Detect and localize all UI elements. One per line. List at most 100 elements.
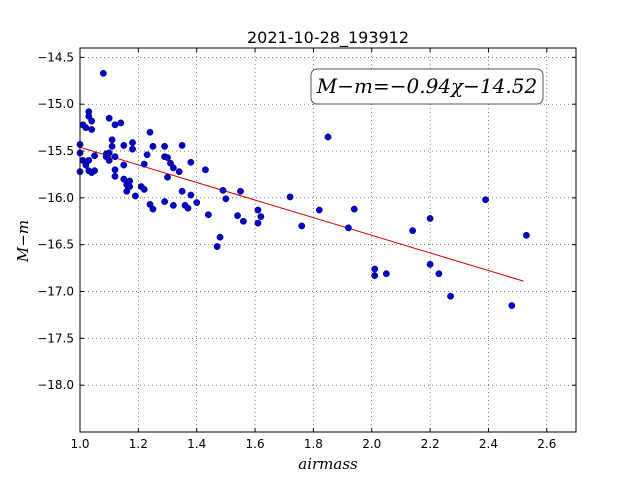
y-tick-label: −16.5 [37,238,74,252]
data-point [85,156,93,164]
data-point [111,172,119,180]
y-axis-label: M−m [14,220,32,263]
y-ticks: −14.5 −15.0 −15.5 −16.0 −16.5 −17.0 −17.5 −18.0 [37,50,576,392]
data-point [111,166,119,174]
data-point [254,219,262,227]
data-point [111,153,119,161]
data-point [202,166,209,174]
data-point [187,158,195,166]
data-point [482,196,489,204]
data-point [105,149,113,157]
data-point [146,128,154,136]
data-point [426,215,434,222]
data-point [409,227,417,235]
x-tick-label: 1.2 [129,437,148,451]
data-point [219,186,227,194]
x-tick-label: 2.4 [479,437,498,451]
data-point [234,212,241,220]
data-point [91,152,98,160]
data-point [99,69,107,77]
data-point [382,270,390,278]
equation-text: M−m=−0.94χ−14.52 [316,74,537,98]
data-point [184,204,192,212]
data-point [88,126,96,133]
x-tick-label: 1.6 [246,437,265,451]
data-point [164,154,171,161]
plot-frame [79,47,577,433]
data-point [204,211,212,219]
data-point [105,156,113,164]
x-tick-label: 2.0 [362,437,381,451]
data-point [508,302,516,309]
data-point [371,272,379,279]
data-point [324,133,332,141]
data-point [120,175,128,183]
data-point [193,199,201,206]
data-point [169,201,177,209]
data-point [216,233,224,241]
data-point [169,164,177,172]
data-point [350,205,358,213]
x-tick-label: 1.0 [70,437,89,451]
data-point [164,173,171,181]
data-point [132,192,139,200]
data-point [178,142,186,149]
data-point [120,142,128,149]
data-point [129,139,136,146]
data-point [239,217,247,225]
y-tick-label: −14.5 [37,50,74,64]
x-tick-label: 2.6 [537,437,556,451]
x-tick-label: 1.8 [304,437,323,451]
data-point [108,142,116,150]
data-point [140,186,148,193]
data-point [315,206,323,214]
data-point [187,191,195,199]
data-point [161,142,169,150]
data-point [129,145,136,153]
data-point [426,260,434,268]
data-point [175,168,183,176]
y-tick-label: −15.0 [37,97,74,111]
data-point [143,151,151,159]
data-point [111,121,119,129]
data-point [523,231,530,239]
data-point [82,124,90,132]
y-tick-label: −18.0 [37,378,74,392]
fit-line [79,146,524,282]
data-point [120,161,128,169]
data-point [257,213,265,220]
equation-box-border [310,68,544,105]
data-point [91,167,98,175]
x-tick-label: 2.2 [421,437,440,451]
data-point [447,292,454,300]
chart-title: 2021-10-28_193912 [247,28,409,48]
data-point [371,265,379,273]
data-point [149,205,157,213]
data-point [88,117,96,125]
data-point [161,198,169,206]
data-point [149,142,157,150]
y-tick-label: −17.0 [37,285,74,299]
x-axis-label: airmass [298,455,358,473]
data-point [178,187,186,195]
data-point [286,193,294,201]
data-point [254,206,262,214]
data-point [435,270,443,278]
y-tick-label: −15.5 [37,144,74,158]
data-point [117,119,125,127]
data-point [105,114,113,122]
data-point [140,160,148,168]
data-point [126,183,134,191]
y-tick-label: −16.0 [37,191,74,205]
x-ticks: 1.0 1.2 1.4 1.6 1.8 2.0 2.2 2.4 2.6 [70,48,556,451]
fit-line-segment [79,146,524,282]
data-points [76,69,530,309]
y-tick-label: −17.5 [37,331,74,345]
data-point [345,224,352,232]
x-tick-label: 1.4 [187,437,206,451]
data-point [237,187,244,195]
data-point [298,222,306,230]
data-point [222,195,230,203]
data-point [213,243,221,250]
